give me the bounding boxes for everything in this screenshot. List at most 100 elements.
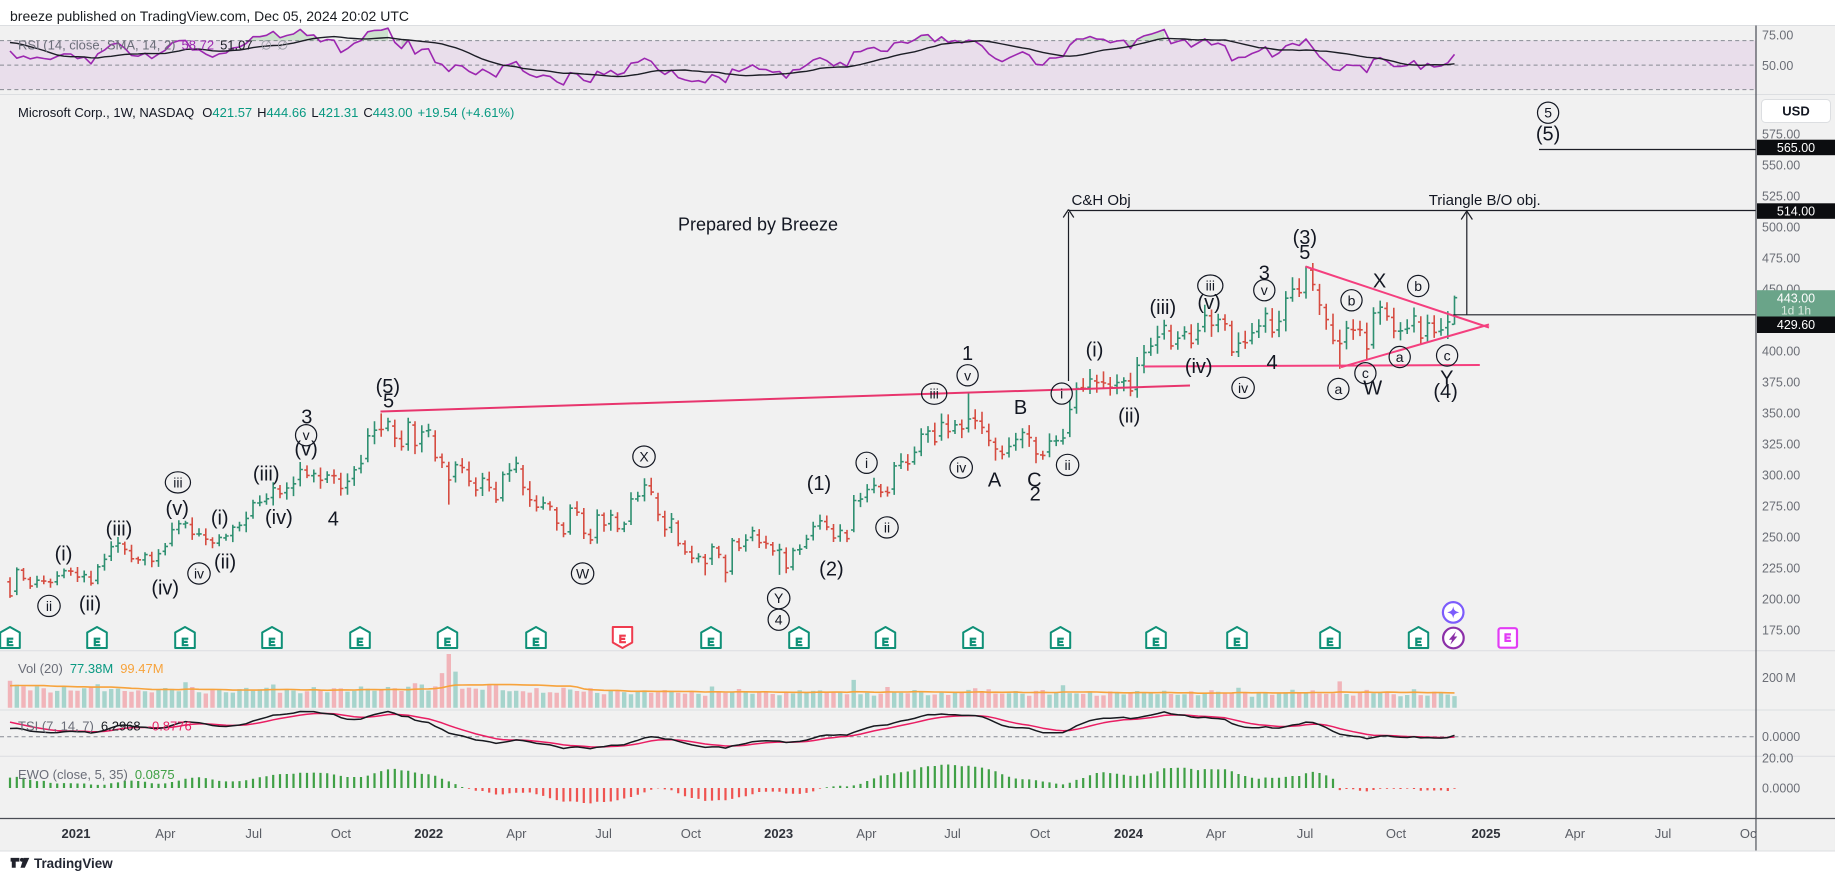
svg-text:575.00: 575.00	[1762, 128, 1800, 142]
svg-text:a: a	[1396, 349, 1404, 365]
svg-text:iii: iii	[173, 474, 182, 490]
svg-text:Jul: Jul	[1655, 826, 1672, 841]
svg-text:475.00: 475.00	[1762, 252, 1800, 266]
svg-text:(ii): (ii)	[214, 552, 236, 574]
svg-text:(2): (2)	[819, 559, 843, 581]
svg-text:iv: iv	[194, 566, 204, 582]
svg-text:c: c	[1362, 365, 1369, 381]
svg-text:v: v	[1261, 282, 1268, 298]
svg-text:225.00: 225.00	[1762, 562, 1800, 576]
svg-text:(v): (v)	[1197, 292, 1220, 314]
svg-text:(i): (i)	[1086, 340, 1104, 362]
svg-text:(v): (v)	[166, 498, 189, 520]
svg-text:(iv): (iv)	[1185, 356, 1213, 378]
svg-text:4: 4	[328, 509, 339, 531]
svg-text:(3): (3)	[1293, 227, 1317, 249]
svg-text:A: A	[988, 470, 1002, 492]
svg-text:Oct: Oct	[331, 826, 352, 841]
svg-text:Oct: Oct	[1386, 826, 1407, 841]
svg-text:breeze published on TradingVie: breeze published on TradingView.com, Dec…	[10, 8, 409, 24]
svg-text:5: 5	[1544, 105, 1552, 121]
svg-text:(iii): (iii)	[1149, 297, 1176, 319]
svg-text:Oct: Oct	[681, 826, 702, 841]
svg-text:W: W	[576, 566, 590, 582]
svg-text:Jul: Jul	[595, 826, 612, 841]
svg-text:Apr: Apr	[506, 826, 527, 841]
svg-text:Y: Y	[1440, 368, 1453, 390]
svg-text:ii: ii	[884, 519, 890, 535]
svg-text:X: X	[1373, 271, 1386, 293]
svg-text:iii: iii	[930, 386, 939, 402]
svg-text:4: 4	[1266, 352, 1277, 374]
svg-text:C: C	[1027, 470, 1041, 492]
svg-text:5: 5	[1299, 242, 1310, 264]
svg-text:(v): (v)	[294, 438, 317, 460]
svg-text:Jul: Jul	[944, 826, 961, 841]
svg-text:(iv): (iv)	[151, 578, 179, 600]
svg-text:Y: Y	[774, 590, 784, 606]
svg-text:2: 2	[1030, 484, 1041, 506]
svg-text:(1): (1)	[807, 473, 831, 495]
svg-text:3: 3	[301, 406, 312, 428]
svg-text:(5): (5)	[1536, 124, 1560, 146]
svg-text:Jul: Jul	[245, 826, 262, 841]
svg-text:(iii): (iii)	[253, 463, 280, 485]
svg-text:175.00: 175.00	[1762, 624, 1800, 638]
svg-text:2021: 2021	[62, 826, 91, 841]
svg-text:(iv): (iv)	[265, 507, 293, 529]
svg-text:443.00: 443.00	[1777, 292, 1815, 306]
svg-text:Prepared by Breeze: Prepared by Breeze	[678, 215, 838, 235]
svg-text:5: 5	[383, 391, 394, 413]
svg-text:EWO (close, 5, 35)0.0875: EWO (close, 5, 35) 0.0875	[18, 767, 175, 782]
svg-text:(i): (i)	[211, 507, 229, 529]
svg-text:Oct: Oct	[1740, 826, 1761, 841]
svg-text:2023: 2023	[764, 826, 793, 841]
svg-text:1d 1h: 1d 1h	[1781, 303, 1811, 317]
svg-text:375.00: 375.00	[1762, 376, 1800, 390]
svg-text:550.00: 550.00	[1762, 159, 1800, 173]
svg-text:(ii): (ii)	[1118, 405, 1140, 427]
svg-text:TSI (7, 14, 7)6.2968-0.8776: TSI (7, 14, 7) 6.2968 -0.8776	[18, 719, 192, 734]
svg-text:b: b	[1348, 292, 1356, 308]
svg-text:2022: 2022	[414, 826, 443, 841]
svg-text:4: 4	[775, 612, 783, 628]
svg-text:20.00: 20.00	[1762, 752, 1793, 766]
svg-text:565.00: 565.00	[1777, 141, 1815, 155]
svg-text:350.00: 350.00	[1762, 407, 1800, 421]
svg-text:iii: iii	[1206, 278, 1215, 294]
svg-text:Triangle B/O obj.: Triangle B/O obj.	[1429, 192, 1541, 209]
svg-text:300.00: 300.00	[1762, 469, 1800, 483]
svg-text:W: W	[1363, 378, 1382, 400]
svg-text:Jul: Jul	[1297, 826, 1314, 841]
svg-text:(4): (4)	[1433, 381, 1457, 403]
svg-text:50.00: 50.00	[1762, 59, 1793, 73]
svg-text:3: 3	[1259, 263, 1270, 285]
svg-text:v: v	[303, 427, 310, 443]
svg-text:Apr: Apr	[1565, 826, 1586, 841]
svg-text:400.00: 400.00	[1762, 345, 1800, 359]
svg-text:525.00: 525.00	[1762, 190, 1800, 204]
svg-text:Oct: Oct	[1030, 826, 1051, 841]
svg-text:75.00: 75.00	[1762, 29, 1793, 43]
svg-text:Apr: Apr	[1206, 826, 1227, 841]
svg-text:v: v	[964, 367, 971, 383]
svg-text:250.00: 250.00	[1762, 531, 1800, 545]
svg-text:0.0000: 0.0000	[1762, 782, 1800, 796]
svg-text:(i): (i)	[55, 544, 73, 566]
svg-text:iv: iv	[956, 460, 966, 476]
svg-text:B: B	[1014, 397, 1027, 419]
svg-text:500.00: 500.00	[1762, 221, 1800, 235]
svg-text:TradingView: TradingView	[34, 856, 113, 871]
svg-text:Apr: Apr	[856, 826, 877, 841]
svg-text:i: i	[1060, 386, 1063, 402]
svg-text:2025: 2025	[1472, 826, 1501, 841]
svg-text:USD: USD	[1782, 104, 1809, 119]
svg-text:(5): (5)	[376, 376, 400, 398]
svg-text:c: c	[1444, 348, 1451, 364]
svg-text:C&H Obj: C&H Obj	[1072, 192, 1131, 209]
svg-text:0.0000: 0.0000	[1762, 730, 1800, 744]
svg-text:200.00: 200.00	[1762, 593, 1800, 607]
svg-text:Apr: Apr	[155, 826, 176, 841]
svg-text:2024: 2024	[1114, 826, 1144, 841]
